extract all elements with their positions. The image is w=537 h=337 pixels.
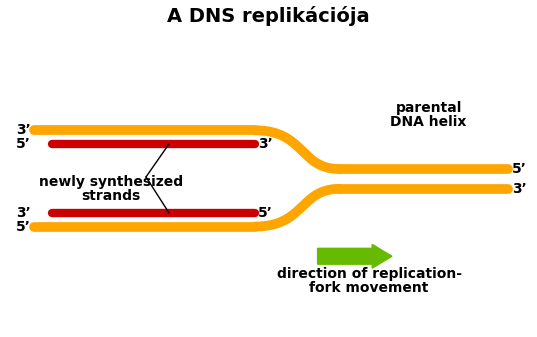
Text: newly synthesized: newly synthesized [39,175,183,189]
Text: 3’: 3’ [16,123,31,137]
Text: 3’: 3’ [16,206,31,220]
Text: direction of replication-: direction of replication- [277,267,462,281]
Text: parental: parental [395,100,462,115]
FancyArrow shape [317,244,392,268]
Text: 5’: 5’ [512,162,527,176]
Text: 5’: 5’ [16,137,31,151]
Text: 5’: 5’ [258,206,273,220]
Text: A DNS replikációja: A DNS replikációja [166,6,369,26]
Text: 3’: 3’ [258,137,273,151]
Text: fork movement: fork movement [309,281,429,295]
Text: strands: strands [82,189,141,203]
Text: DNA helix: DNA helix [390,115,467,129]
Text: 3’: 3’ [512,182,527,196]
Text: 5’: 5’ [16,219,31,234]
